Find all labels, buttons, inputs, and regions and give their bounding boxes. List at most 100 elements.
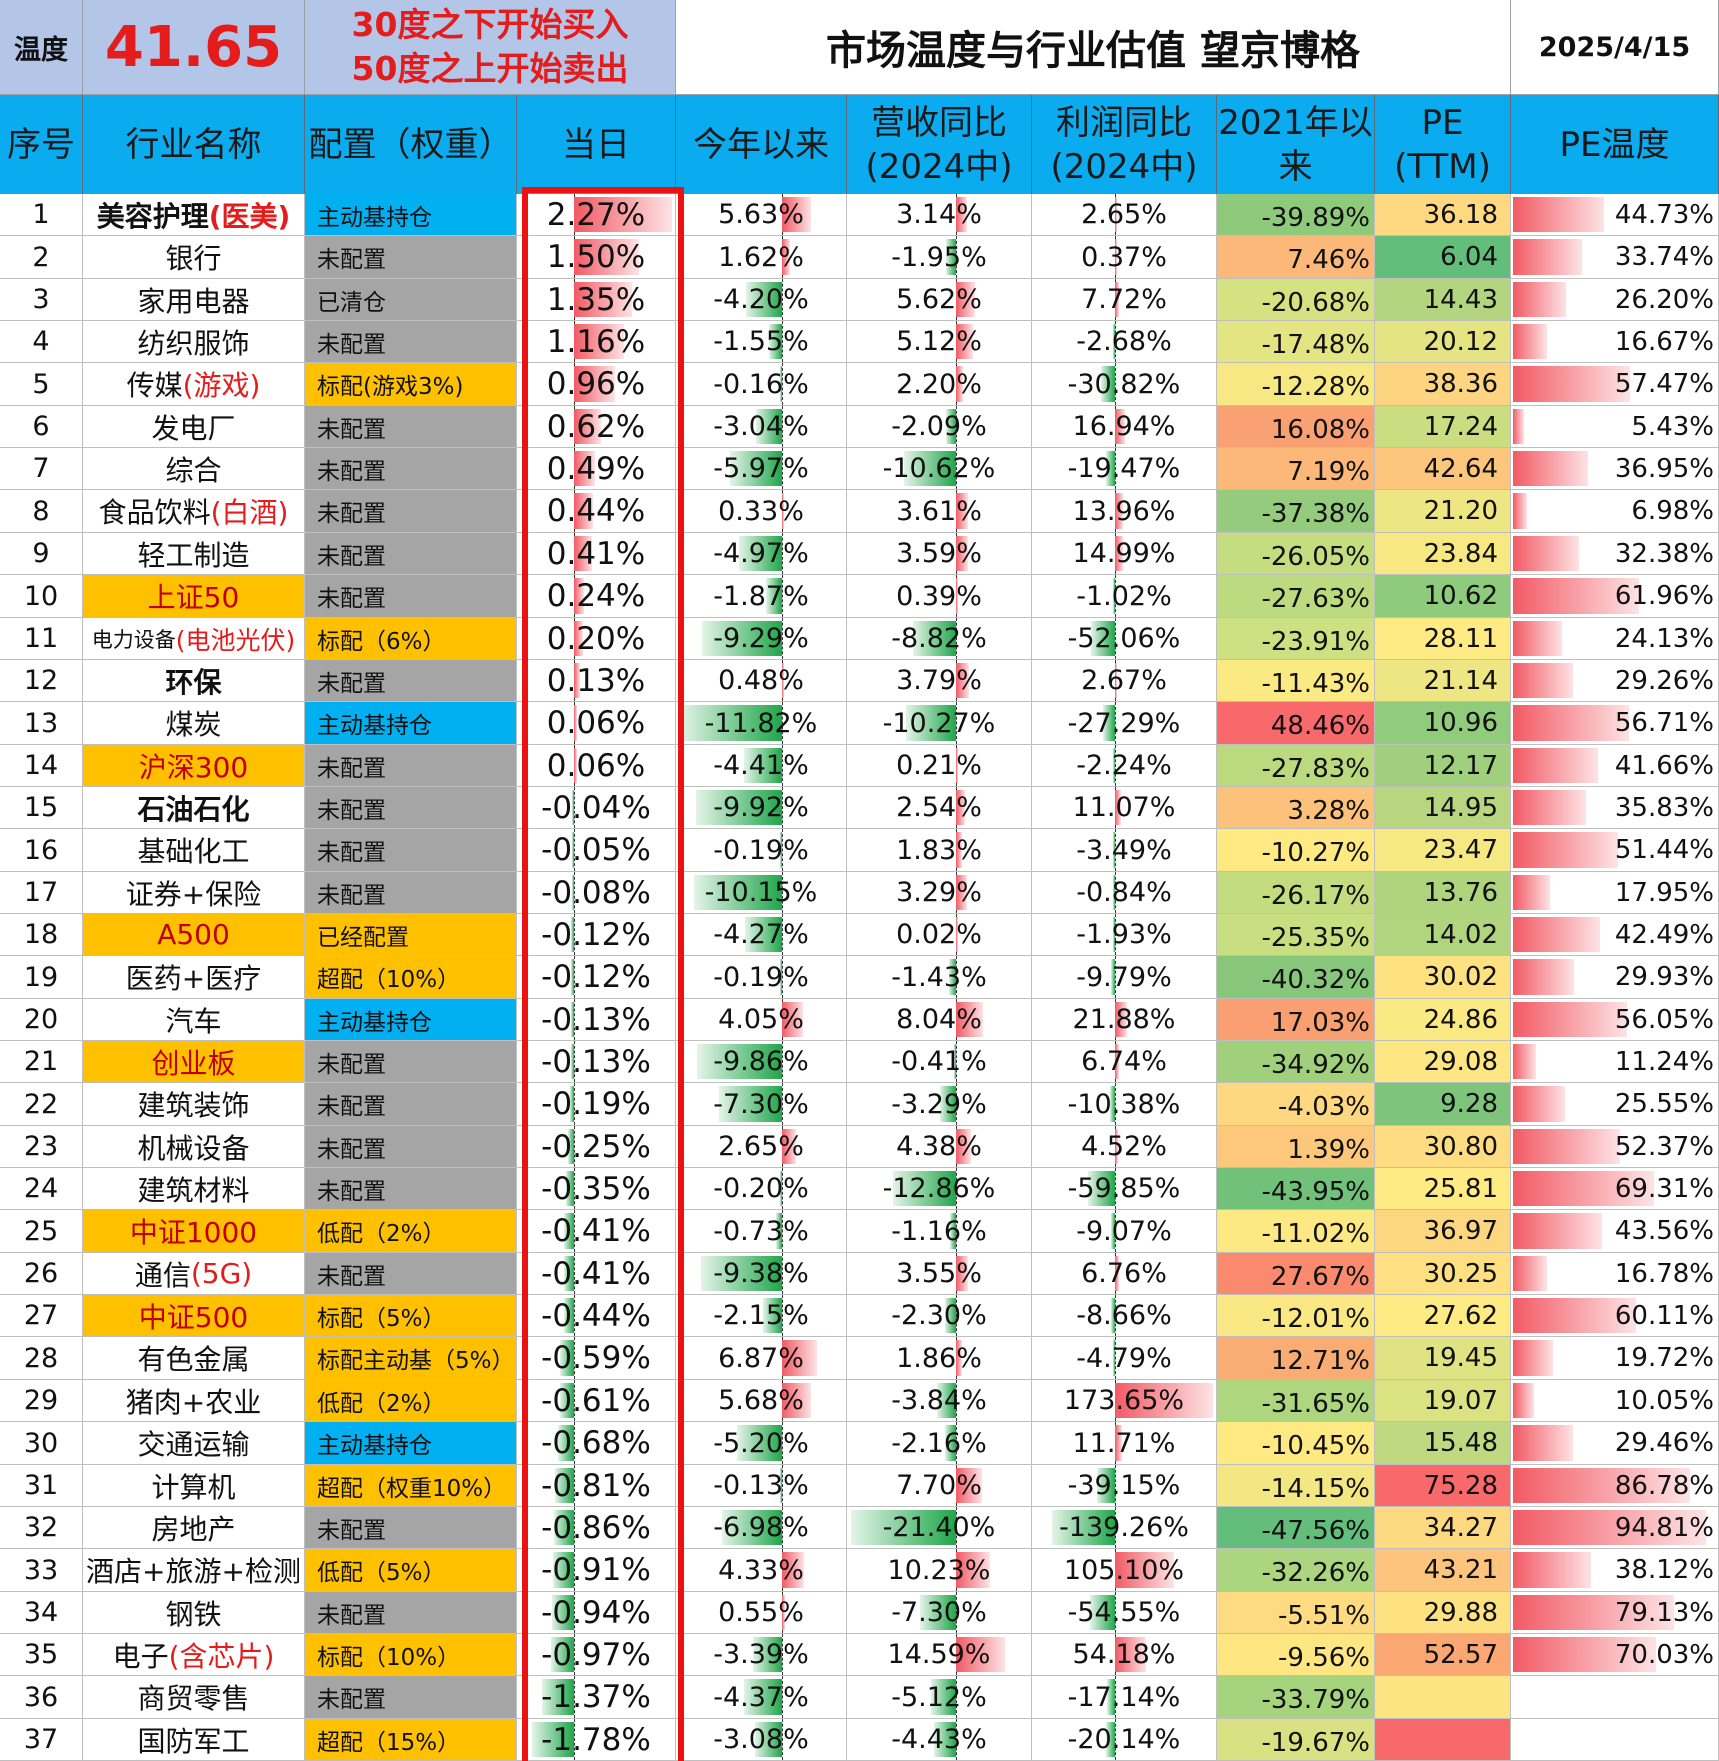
pe-temperature-bar <box>1513 451 1588 486</box>
industry-name: 沪深300 <box>138 750 249 784</box>
profit-yoy-bar-axis <box>1115 1719 1116 1760</box>
profit-yoy-cell: -19.47% <box>1032 448 1217 490</box>
since-2021-cell: -4.03% <box>1217 1083 1375 1126</box>
today-change-bar <box>571 959 574 995</box>
pe-ttm: 6.04 <box>1440 242 1498 272</box>
since-2021-change: 12.71% <box>1270 1346 1370 1376</box>
pe-temperature-cell: 79.13% <box>1511 1592 1719 1634</box>
since-2021-cell: -14.15% <box>1217 1465 1375 1507</box>
revenue-yoy-bar <box>956 1129 971 1164</box>
ytd-change: 6.87% <box>718 1342 804 1374</box>
since-2021-cell: -5.51% <box>1217 1592 1375 1634</box>
ytd-change: -10.15% <box>704 877 818 908</box>
revenue-yoy-cell: 4.38% <box>847 1126 1032 1168</box>
revenue-yoy-bar-axis <box>956 1083 957 1125</box>
allocation-label: 主动基持仓 <box>317 1433 432 1459</box>
today-change-bar <box>566 1171 574 1206</box>
pe-temperature-cell: 26.20% <box>1511 279 1719 321</box>
profit-yoy: -0.84% <box>1076 877 1172 908</box>
col-pe-header-label: (TTM) <box>1394 146 1491 187</box>
pe-temperature-bar <box>1513 1595 1674 1630</box>
table-row: 18 A500 已经配置 -0.12% -4.27% 0.02% -1.93% -25.35%… <box>0 914 1719 956</box>
ytd-change: -3.08% <box>713 1724 809 1755</box>
table-row: 3 家用电器 已清仓 1.35% -4.20% 5.62% 7.72% -20.68% 14.4… <box>0 279 1719 321</box>
pe-temperature-cell: 25.55% <box>1511 1083 1719 1126</box>
revenue-yoy-cell: -8.82% <box>847 618 1032 660</box>
pe-ttm: 29.08 <box>1423 1046 1498 1077</box>
today-change: -0.97% <box>541 1636 651 1673</box>
ytd-change-cell: 0.33% <box>676 490 847 533</box>
table-row: 8 食品饮料 (白酒) 未配置 0.44% 0.33% 3.61% 13.96% -37.38%… <box>0 490 1719 533</box>
table-row: 10 上证50 未配置 0.24% -1.87% 0.39% -1.02% -27.63% 10… <box>0 575 1719 618</box>
pe-cell: 38.36 <box>1375 363 1511 406</box>
today-change-bar-axis <box>574 829 575 871</box>
pe-temperature-cell: 33.74% <box>1511 236 1719 279</box>
since-2021-change: -43.95% <box>1261 1176 1370 1207</box>
pe-ttm: 25.81 <box>1423 1173 1498 1204</box>
ytd-change-bar <box>766 578 782 614</box>
pe-temperature-bar <box>1513 832 1618 868</box>
since-2021-cell: -23.91% <box>1217 618 1375 660</box>
today-change-cell: 2.27% <box>517 194 676 236</box>
allocation-cell: 未配置 <box>305 490 517 533</box>
pe-temperature: 56.05% <box>1614 1004 1714 1035</box>
today-change-bar <box>571 1044 574 1079</box>
today-change-bar-axis <box>574 1465 575 1506</box>
profit-yoy-bar <box>1110 1086 1115 1122</box>
profit-yoy-bar-axis <box>1115 1465 1116 1506</box>
today-change: -0.61% <box>541 1382 651 1419</box>
industry-name: 建筑材料 <box>137 1173 250 1207</box>
industry-name: 机械设备 <box>137 1131 250 1165</box>
today-change: -0.81% <box>541 1467 651 1504</box>
row-number: 35 <box>23 1639 59 1670</box>
pe-cell: 10.96 <box>1375 702 1511 745</box>
industry-name-cell: 机械设备 <box>83 1126 305 1168</box>
profit-yoy-bar <box>1115 493 1123 529</box>
page-title: 市场温度与行业估值 望京博格 <box>826 28 1360 74</box>
since-2021-cell: 1.39% <box>1217 1126 1375 1168</box>
ytd-change-bar-axis <box>782 787 783 828</box>
ytd-change-bar-axis <box>782 1676 783 1718</box>
since-2021-cell: -40.32% <box>1217 956 1375 999</box>
today-change-cell: -0.44% <box>517 1295 676 1337</box>
revenue-yoy-cell: 3.61% <box>847 490 1032 533</box>
today-change: -0.25% <box>541 1128 651 1165</box>
profit-yoy: 54.18% <box>1072 1639 1176 1670</box>
ytd-change-cell: -0.20% <box>676 1168 847 1210</box>
allocation-cell: 未配置 <box>305 1126 517 1168</box>
pe-temperature: 24.13% <box>1614 623 1714 654</box>
pe-temperature-bar <box>1513 1086 1565 1122</box>
pe-ttm: 30.25 <box>1423 1258 1498 1289</box>
since-2021-cell: -12.01% <box>1217 1295 1375 1337</box>
today-change-bar-axis <box>574 1210 575 1252</box>
industry-name: 商贸零售 <box>137 1682 250 1715</box>
ytd-change-cell: -1.87% <box>676 575 847 618</box>
pe-cell: 12.17 <box>1375 745 1511 787</box>
revenue-yoy-cell: -4.43% <box>847 1719 1032 1761</box>
industry-name-cell: 房地产 <box>83 1507 305 1549</box>
today-change-cell: 0.06% <box>517 745 676 787</box>
col-industry-header-label: 行业名称 <box>125 124 262 165</box>
ytd-change-bar <box>782 1595 785 1630</box>
table-row: 32 房地产 未配置 -0.86% -6.98% -21.40% -139.26% -47.5… <box>0 1507 1719 1549</box>
row-number-cell: 36 <box>0 1676 83 1719</box>
industry-name-cell: 煤炭 <box>83 702 305 745</box>
since-2021-change: -33.79% <box>1261 1685 1370 1715</box>
ytd-change-cell: -0.13% <box>676 1465 847 1507</box>
pe-temperature-bar <box>1513 578 1639 614</box>
today-change-cell: -0.59% <box>517 1337 676 1380</box>
revenue-yoy: -1.16% <box>891 1215 987 1247</box>
since-2021-change: -32.26% <box>1261 1558 1370 1588</box>
ytd-change-bar <box>755 1722 782 1757</box>
today-change-bar <box>542 1679 574 1715</box>
pe-cell <box>1375 1676 1511 1719</box>
allocation-cell: 未配置 <box>305 787 517 829</box>
pe-temperature: 60.11% <box>1614 1300 1714 1331</box>
since-2021-change: 1.39% <box>1287 1134 1370 1165</box>
report-date: 2025/4/15 <box>1538 31 1691 63</box>
today-change: 0.49% <box>546 450 646 487</box>
industry-name: 中证1000 <box>129 1216 258 1249</box>
since-2021-change: -26.17% <box>1261 880 1370 911</box>
since-2021-change: -27.83% <box>1261 753 1370 784</box>
allocation-cell: 未配置 <box>305 1253 517 1295</box>
